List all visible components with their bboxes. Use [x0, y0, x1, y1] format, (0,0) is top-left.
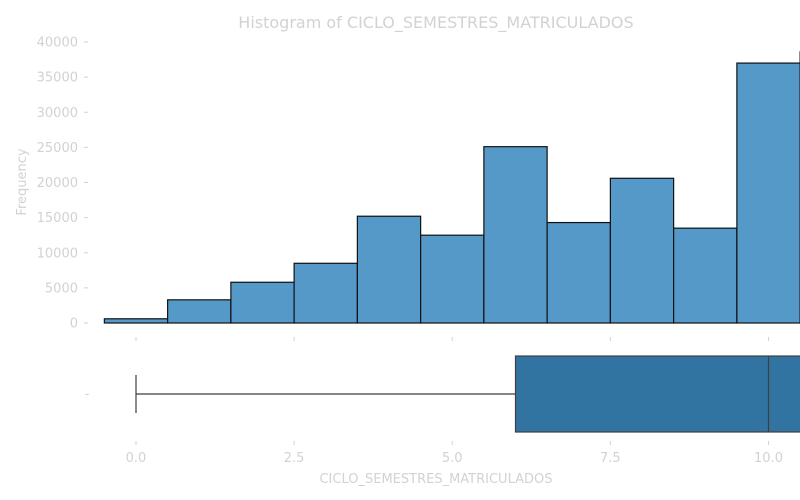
boxplot — [135, 355, 800, 433]
histogram-y-tick-label: 30000 — [37, 106, 78, 121]
x-tick-label: 10.0 — [754, 451, 783, 466]
histogram-y-tick-label: 5000 — [45, 281, 78, 296]
x-axis-label: CICLO_SEMESTRES_MATRICULADOS — [319, 472, 552, 487]
histogram-bar — [420, 234, 485, 324]
histogram-y-axis-label: Frequency — [15, 148, 30, 215]
x-tick-label: 5.0 — [442, 451, 463, 466]
histogram-y-tick-label: 40000 — [37, 36, 78, 51]
histogram-bar — [103, 318, 169, 324]
histogram-y-tick-label: 0 — [70, 317, 78, 332]
chart-title: Histogram of CICLO_SEMESTRES_MATRICULADO… — [238, 13, 633, 33]
boxplot-box — [514, 355, 800, 433]
histogram-bar — [609, 177, 675, 324]
boxplot-y-tick-label: - — [85, 387, 90, 402]
histogram-bar — [483, 146, 548, 324]
histogram-y-tick-label: 15000 — [37, 211, 78, 226]
boxplot-x-axis-ticks: 0.02.55.07.510.012.515.017.520.0 — [126, 441, 783, 466]
histogram-y-tick-label: 35000 — [37, 71, 78, 86]
histogram-y-tick-label: 25000 — [37, 141, 78, 156]
x-tick-label: 0.0 — [126, 451, 147, 466]
histogram-bar — [736, 62, 800, 324]
x-tick-label: 7.5 — [600, 451, 621, 466]
histogram-bar — [546, 221, 611, 324]
histogram-y-tick-label: 10000 — [37, 246, 78, 261]
histogram-x-axis-ticks — [135, 337, 769, 341]
histogram-bar — [230, 281, 295, 324]
histogram-bar — [356, 215, 422, 324]
histogram-bar — [167, 299, 232, 324]
x-tick-label: 2.5 — [284, 451, 305, 466]
histogram-bars — [103, 51, 800, 324]
histogram-y-tick-label: 20000 — [37, 176, 78, 191]
histogram-bar — [293, 262, 358, 324]
histogram-bar — [673, 227, 738, 324]
histogram-y-axis-ticks: 0 5000 10000 15000 20000 25000 30000 35000 40000 — [37, 36, 88, 332]
